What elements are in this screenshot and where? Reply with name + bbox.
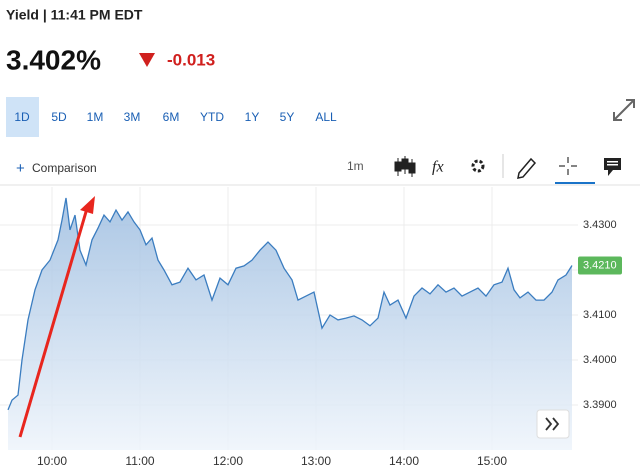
- draw-icon[interactable]: [517, 157, 537, 179]
- annotation-arrowhead: [80, 196, 95, 214]
- line: [7, 197, 573, 411]
- plus-icon[interactable]: +: [16, 160, 25, 177]
- news-icon[interactable]: [604, 158, 621, 176]
- area: [8, 198, 572, 450]
- range-tab[interactable]: YTD: [200, 110, 224, 124]
- expand-icon[interactable]: [613, 99, 635, 121]
- price: 3.402%: [6, 44, 101, 75]
- settings-icon[interactable]: [471, 159, 485, 173]
- range-tab[interactable]: 1M: [87, 110, 104, 124]
- change: -0.013: [167, 50, 215, 69]
- range-tab[interactable]: 3M: [124, 110, 141, 124]
- crosshair-icon[interactable]: [559, 157, 577, 175]
- interval[interactable]: 1m: [347, 159, 364, 173]
- chevrons: [545, 417, 560, 431]
- x-tick-label: 13:00: [301, 454, 331, 468]
- x-tick-label: 10:00: [37, 454, 67, 468]
- y-tick-label: 3.4100: [583, 309, 617, 321]
- plot: 10:00 11:00 12:00 13:00 14:00 15:00 3.3900 3.40…: [0, 187, 622, 468]
- down-arrow: [139, 53, 155, 67]
- comparison[interactable]: Comparison: [32, 161, 97, 175]
- x-tick-label: 12:00: [213, 454, 243, 468]
- scroll-button[interactable]: [536, 409, 570, 439]
- range-tab[interactable]: ALL: [315, 110, 337, 124]
- x-tick-label: 15:00: [477, 454, 507, 468]
- y-tick-label: 3.3900: [583, 399, 617, 411]
- range-tab[interactable]: 5D: [51, 110, 67, 124]
- candles-icon[interactable]: [394, 156, 416, 177]
- y-tick-label: 3.4000: [583, 354, 617, 366]
- indicator-icon[interactable]: fx: [432, 159, 444, 176]
- range-tabs: 1D 5D 1M 3M 6M YTD 1Y 5Y ALL: [6, 97, 337, 137]
- annotation-arrow: [18, 204, 90, 438]
- x-tick-label: 14:00: [389, 454, 419, 468]
- range-tab[interactable]: 1Y: [245, 110, 260, 124]
- range-tab[interactable]: 6M: [163, 110, 180, 124]
- last-value-label: 3.4210: [583, 259, 617, 271]
- x-tick-label: 11:00: [125, 454, 154, 468]
- range-tab[interactable]: 5Y: [280, 110, 295, 124]
- last-value-badge: [578, 256, 622, 275]
- header-label: Yield | 11:41 PM EDT: [6, 7, 143, 23]
- range-tab[interactable]: 1D: [14, 110, 30, 124]
- y-tick-label: 3.4300: [583, 219, 617, 231]
- range-selected-bg: [6, 97, 39, 137]
